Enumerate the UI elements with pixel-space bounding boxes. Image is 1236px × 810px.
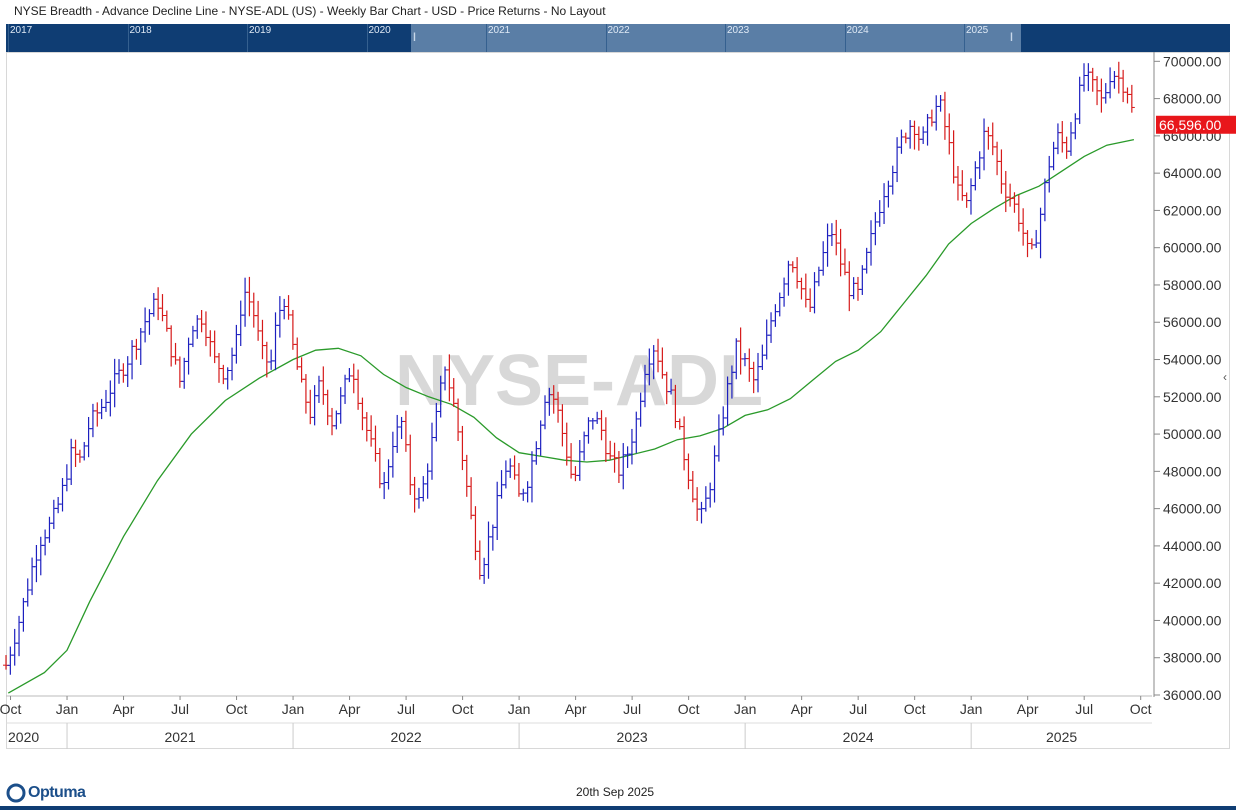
x-tick-label: Jul (1075, 701, 1093, 717)
optuma-logo-icon (6, 783, 26, 803)
navigator-year-label: 2024 (846, 25, 869, 36)
x-tick-label: Apr (565, 701, 587, 717)
x-tick-label: Oct (0, 701, 22, 717)
y-tick-label: 40000.00 (1163, 612, 1222, 628)
navigator-year-label: 2022 (607, 25, 630, 36)
x-tick-label: Apr (791, 701, 813, 717)
moving-average-line (7, 138, 1135, 694)
chevron-left-icon[interactable]: ‹ (1223, 370, 1227, 384)
y-tick-label: 64000.00 (1163, 165, 1222, 181)
y-tick-label: 44000.00 (1163, 538, 1222, 554)
last-price-label: 66,596.00 (1159, 117, 1221, 133)
navigator-divider (964, 24, 965, 52)
x-year-label: 2020 (8, 729, 39, 745)
x-tick-label: Oct (226, 701, 248, 717)
navigator-year-label: 2018 (129, 25, 152, 36)
price-chart[interactable]: NYSE-ADL 36000.00 38000.00 40000.00 42000.00… (0, 0, 1236, 760)
y-tick-label: 54000.00 (1163, 352, 1222, 368)
x-tick-label: Jan (56, 701, 79, 717)
bottom-bar (0, 806, 1236, 810)
watermark: NYSE-ADL (395, 341, 763, 421)
y-tick-label: 42000.00 (1163, 575, 1222, 591)
x-tick-label: Jul (623, 701, 641, 717)
x-year-label: 2021 (164, 729, 195, 745)
x-tick-label: Oct (1130, 701, 1152, 717)
x-tick-label: Oct (678, 701, 700, 717)
y-tick-label: 58000.00 (1163, 277, 1222, 293)
x-tick-label: Jan (508, 701, 531, 717)
y-tick-label: 36000.00 (1163, 687, 1222, 703)
y-tick-label: 52000.00 (1163, 389, 1222, 405)
navigator-divider (366, 24, 368, 52)
navigator-divider (8, 24, 9, 52)
chart-title: NYSE Breadth - Advance Decline Line - NY… (14, 4, 606, 18)
x-tick-label: Jul (397, 701, 415, 717)
y-tick-label: 68000.00 (1163, 91, 1222, 107)
navigator-year-label: 2021 (488, 25, 511, 36)
x-year-label: 2025 (1046, 729, 1077, 745)
navigator-year-label: 2025 (966, 25, 989, 36)
navigator-selection-window[interactable] (411, 24, 1021, 52)
navigator-divider (605, 24, 607, 52)
x-tick-label: Oct (452, 701, 474, 717)
x-tick-label: Apr (1017, 701, 1039, 717)
x-tick-label: Jan (960, 701, 983, 717)
y-tick-label: 46000.00 (1163, 501, 1222, 517)
last-price-badge (1156, 115, 1236, 134)
timeline-navigator[interactable]: ||| ||| 2017 2018 2019 2020 2021 2022 2023 2024… (6, 24, 1230, 52)
x-tick-label: Jan (734, 701, 757, 717)
navigator-divider (127, 24, 129, 52)
navigator-year-label: 2017 (10, 25, 33, 36)
y-tick-label: 38000.00 (1163, 650, 1222, 666)
navigator-divider (844, 24, 846, 52)
plot-area[interactable] (6, 52, 1230, 749)
x-tick-label: Jan (282, 701, 305, 717)
footer-date: 20th Sep 2025 (576, 785, 655, 799)
optuma-logo: Optuma (6, 782, 86, 804)
y-tick-label: 70000.00 (1163, 53, 1222, 69)
navigator-year-label: 2019 (249, 25, 272, 36)
x-tick-label: Apr (339, 701, 361, 717)
x-tick-label: Apr (113, 701, 135, 717)
x-tick-label: Jul (849, 701, 867, 717)
x-tick-label: Oct (904, 701, 926, 717)
navigator-year-label: 2020 (368, 25, 391, 36)
navigator-year-label: 2023 (727, 25, 750, 36)
x-year-label: 2022 (391, 729, 422, 745)
y-tick-label: 62000.00 (1163, 202, 1222, 218)
y-tick-label: 60000.00 (1163, 240, 1222, 256)
y-tick-label: 50000.00 (1163, 426, 1222, 442)
navigator-divider (486, 24, 487, 52)
logo-text: Optuma (28, 784, 86, 801)
x-year-label: 2024 (843, 729, 874, 745)
y-tick-label: 56000.00 (1163, 314, 1222, 330)
x-year-label: 2023 (617, 729, 648, 745)
navigator-divider (247, 24, 248, 52)
navigator-divider (725, 24, 726, 52)
x-tick-label: Jul (171, 701, 189, 717)
y-tick-label: 48000.00 (1163, 463, 1222, 479)
